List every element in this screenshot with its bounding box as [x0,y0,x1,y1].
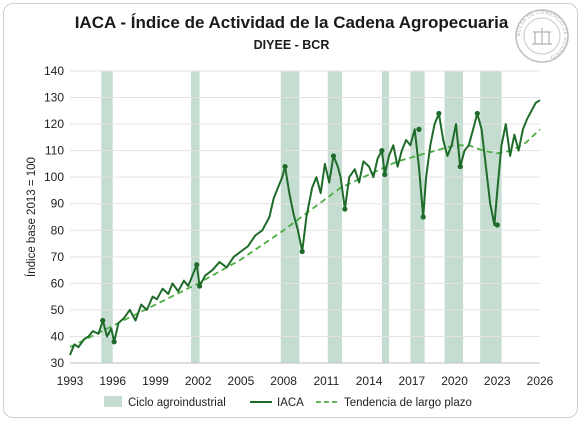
cycle-band [381,71,390,363]
y-tick-label: 60 [51,276,65,290]
y-tick-label: 90 [51,197,65,211]
y-tick-label: 110 [45,144,64,158]
x-tick-label: 2020 [441,374,468,388]
logo-inner-ring [523,17,561,55]
iaca-layer [69,99,541,356]
iaca-marker [194,262,200,268]
y-tick-label: 130 [44,91,64,105]
x-tick-label: 2014 [356,374,383,388]
iaca-marker [100,317,106,324]
x-tick-label: 2002 [185,374,212,388]
cycle-band [280,71,300,363]
legend: Ciclo agroindustrial IACA Tendencia de lar… [104,396,472,409]
y-tick-label: 140 [44,64,64,78]
cycle-band [444,71,464,363]
iaca-marker [111,339,117,345]
legend-label-band: Ciclo agroindustrial [128,397,226,409]
chart-subtitle: DIYEE - BCR [253,38,330,52]
cycle-band [191,71,200,363]
iaca-marker [197,283,203,289]
x-tick-label: 1996 [99,374,126,388]
y-tick-label: 70 [51,250,65,264]
cycle-band [101,71,113,363]
iaca-marker [474,110,480,117]
y-axis-label: Índice base 2013 = 100 [25,157,38,277]
iaca-marker [330,153,337,159]
iaca-marker [282,163,288,170]
y-tick-label: 80 [51,223,65,237]
x-tick-label: 2005 [228,374,255,388]
axes: 30 40 50 60 70 80 90 100 110 120 130 140 1993 1996 199… [25,64,554,388]
legend-label-iaca: IACA [277,397,304,409]
x-tick-label: 1993 [57,374,84,388]
x-tick-label: 2017 [398,374,425,388]
x-tick-label: 2011 [313,374,339,388]
iaca-marker [420,214,426,220]
iaca-marker [416,126,422,132]
logo-emblem [532,28,552,45]
trend-layer [69,128,541,348]
x-tick-label: 2023 [484,374,511,388]
iaca-marker [299,248,305,255]
iaca-marker [382,171,388,178]
y-tick-label: 50 [51,303,65,317]
chart-title: IACA - Índice de Actividad de la Cadena … [74,13,509,32]
marker-layer [100,110,500,345]
x-tick-label: 2008 [270,374,297,388]
x-tick-label: 1999 [142,374,169,388]
legend-swatch-band [104,396,122,407]
iaca-marker [494,222,500,228]
logo-ring [515,9,569,63]
iaca-marker [342,206,348,212]
cycle-bands [101,71,502,363]
cycle-band [480,71,502,363]
iaca-marker [457,163,463,170]
y-tick-label: 40 [51,329,65,343]
iaca-marker [379,148,385,154]
grid-lines [70,70,540,364]
y-tick-label: 30 [51,356,65,370]
cycle-band [410,71,425,363]
iaca-marker [436,110,442,117]
trend-line [69,128,541,348]
cycle-band [327,71,343,363]
x-tick-label: 2026 [527,374,554,388]
iaca-line [69,99,541,356]
bcr-logo: BOLSA DE COMERCIO DE ROSARIO [515,9,569,63]
y-tick-label: 100 [44,170,64,184]
y-tick-label: 120 [44,117,64,131]
legend-label-trend: Tendencia de largo plazo [344,397,472,409]
